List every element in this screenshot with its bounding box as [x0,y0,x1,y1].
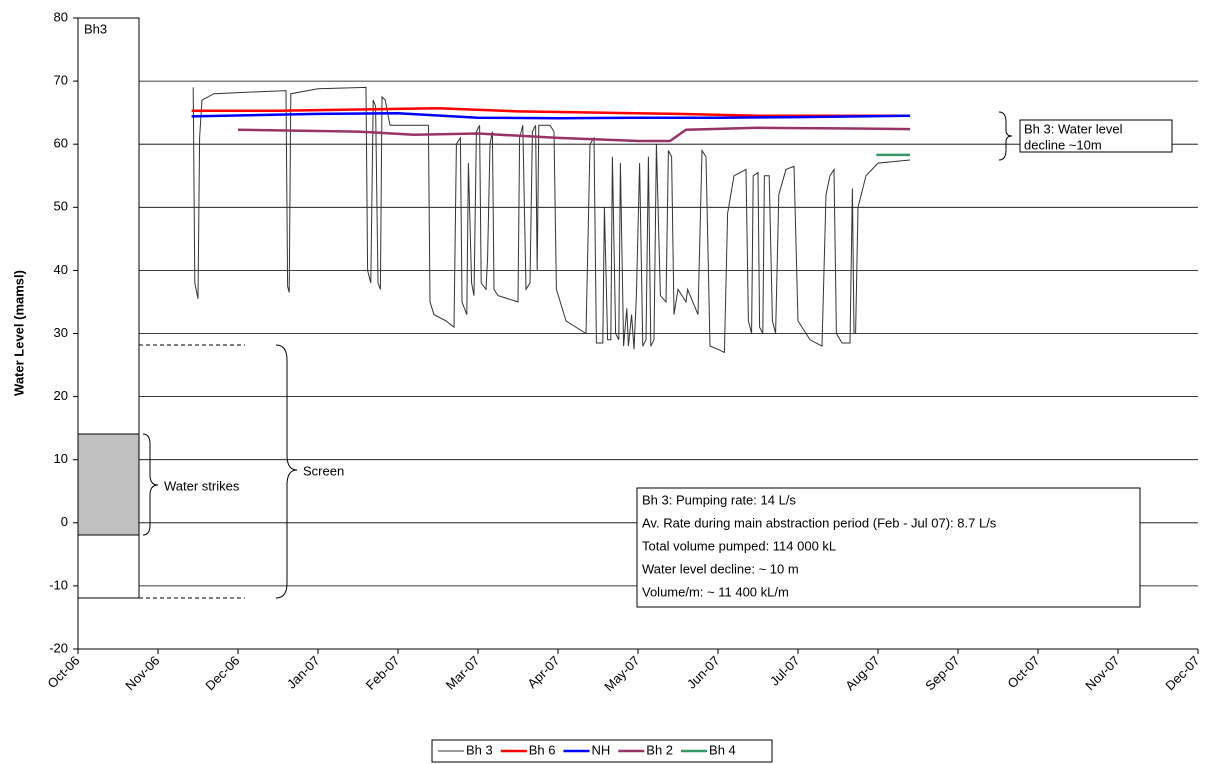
legend-label: Bh 3 [466,742,493,757]
y-axis-title: Water Level (mamsl) [11,270,26,396]
decline-brace [998,111,1013,161]
x-tick-label: Feb-07 [363,653,403,693]
x-tick-label: Aug-07 [842,653,882,693]
screen-brace [275,344,298,599]
legend-label: Bh 6 [529,742,556,757]
x-tick-label: Sep-07 [922,653,962,693]
series-line [237,126,911,143]
x-tick-label: Jun-07 [684,653,723,692]
series-line [191,106,910,118]
y-tick-label: -20 [49,640,68,655]
series-line [192,86,911,354]
y-tick-label: 10 [54,451,68,466]
legend-label: NH [592,742,611,757]
y-tick-label: 60 [54,136,68,151]
y-tick-label: -10 [49,577,68,592]
x-tick-label: Oct-06 [44,653,82,691]
x-tick-label: Jan-07 [284,653,323,692]
legend [431,739,773,763]
x-tick-label: May-07 [601,653,642,694]
grid [78,80,1198,587]
x-tick-label: Dec-06 [202,653,242,693]
y-tick-label: 50 [54,199,68,214]
x-tick-label: Mar-07 [443,653,483,693]
legend-label: Bh 4 [709,742,736,757]
y-tick-label: 20 [54,388,68,403]
x-tick-label: Oct-07 [1004,653,1042,691]
x-tick-label: Jul-07 [767,653,803,689]
column-label: Bh3 [84,21,107,36]
water-strikes-label: Water strikes [164,478,240,493]
screen-label: Screen [303,463,344,478]
info-line: Av. Rate during main abstraction period … [642,515,997,530]
info-line: Total volume pumped: 114 000 kL [642,538,836,553]
legend-label: Bh 2 [646,742,673,757]
water-strike-zone [77,433,140,536]
series-line [191,112,911,120]
y-tick-label: 30 [54,325,68,340]
decline-note: decline ~10m [1024,137,1102,152]
x-tick-label: Nov-07 [1082,653,1122,693]
y-tick-label: 80 [54,9,68,24]
decline-note: Bh 3: Water level [1024,121,1123,136]
decline-note-box [1019,119,1173,153]
water-strike-brace [142,433,159,536]
info-line: Bh 3: Pumping rate: 14 L/s [642,492,796,507]
info-line: Water level decline: ~ 10 m [642,561,799,576]
x-tick-label: Dec-07 [1162,653,1202,693]
y-tick-label: 40 [54,262,68,277]
y-tick-label: 0 [61,514,68,529]
x-tick-label: Nov-06 [122,653,162,693]
info-line: Volume/m: ~ 11 400 kL/m [642,584,789,599]
x-tick-label: Apr-07 [524,653,562,691]
info-box [636,487,1141,608]
y-tick-label: 70 [54,73,68,88]
